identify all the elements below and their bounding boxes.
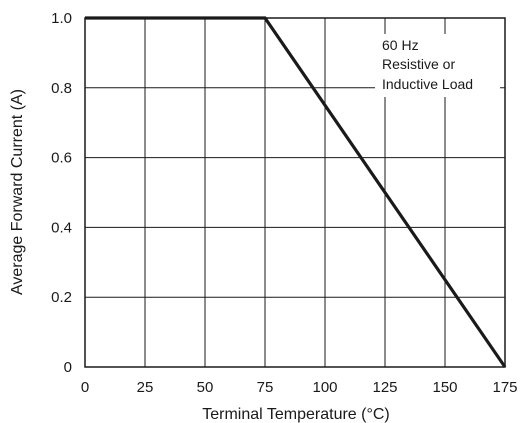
y-tick-label-0.4: 0.4 — [51, 219, 72, 236]
y-tick-label-0: 0 — [64, 359, 72, 376]
x-tick-labels: 0 25 50 75 100 125 150 175 — [81, 379, 518, 396]
y-tick-label-0.8: 0.8 — [51, 80, 72, 97]
annotation-box: 60 Hz Resistive or Inductive Load — [375, 34, 500, 97]
y-tick-labels: 0 0.2 0.4 0.6 0.8 1.0 — [51, 10, 72, 376]
x-axis-title: Terminal Temperature (°C) — [202, 406, 390, 423]
annotation-background — [375, 34, 500, 97]
annotation-line-1: 60 Hz — [382, 37, 419, 53]
x-tick-label-150: 150 — [432, 379, 457, 396]
y-tick-label-0.6: 0.6 — [51, 150, 72, 167]
y-tick-label-0.2: 0.2 — [51, 289, 72, 306]
x-tick-label-175: 175 — [492, 379, 517, 396]
y-axis-title: Average Forward Current (A) — [9, 89, 26, 295]
x-tick-label-75: 75 — [257, 379, 274, 396]
plot-frame — [84, 17, 506, 368]
annotation-line-3: Inductive Load — [382, 76, 473, 92]
x-tick-label-25: 25 — [137, 379, 154, 396]
annotation-line-2: Resistive or — [382, 56, 455, 72]
x-tick-label-100: 100 — [312, 379, 337, 396]
x-tick-label-0: 0 — [81, 379, 89, 396]
plot-border — [84, 17, 506, 368]
y-tick-label-1: 1.0 — [51, 10, 72, 27]
x-tick-label-50: 50 — [197, 379, 214, 396]
x-tick-label-125: 125 — [372, 379, 397, 396]
